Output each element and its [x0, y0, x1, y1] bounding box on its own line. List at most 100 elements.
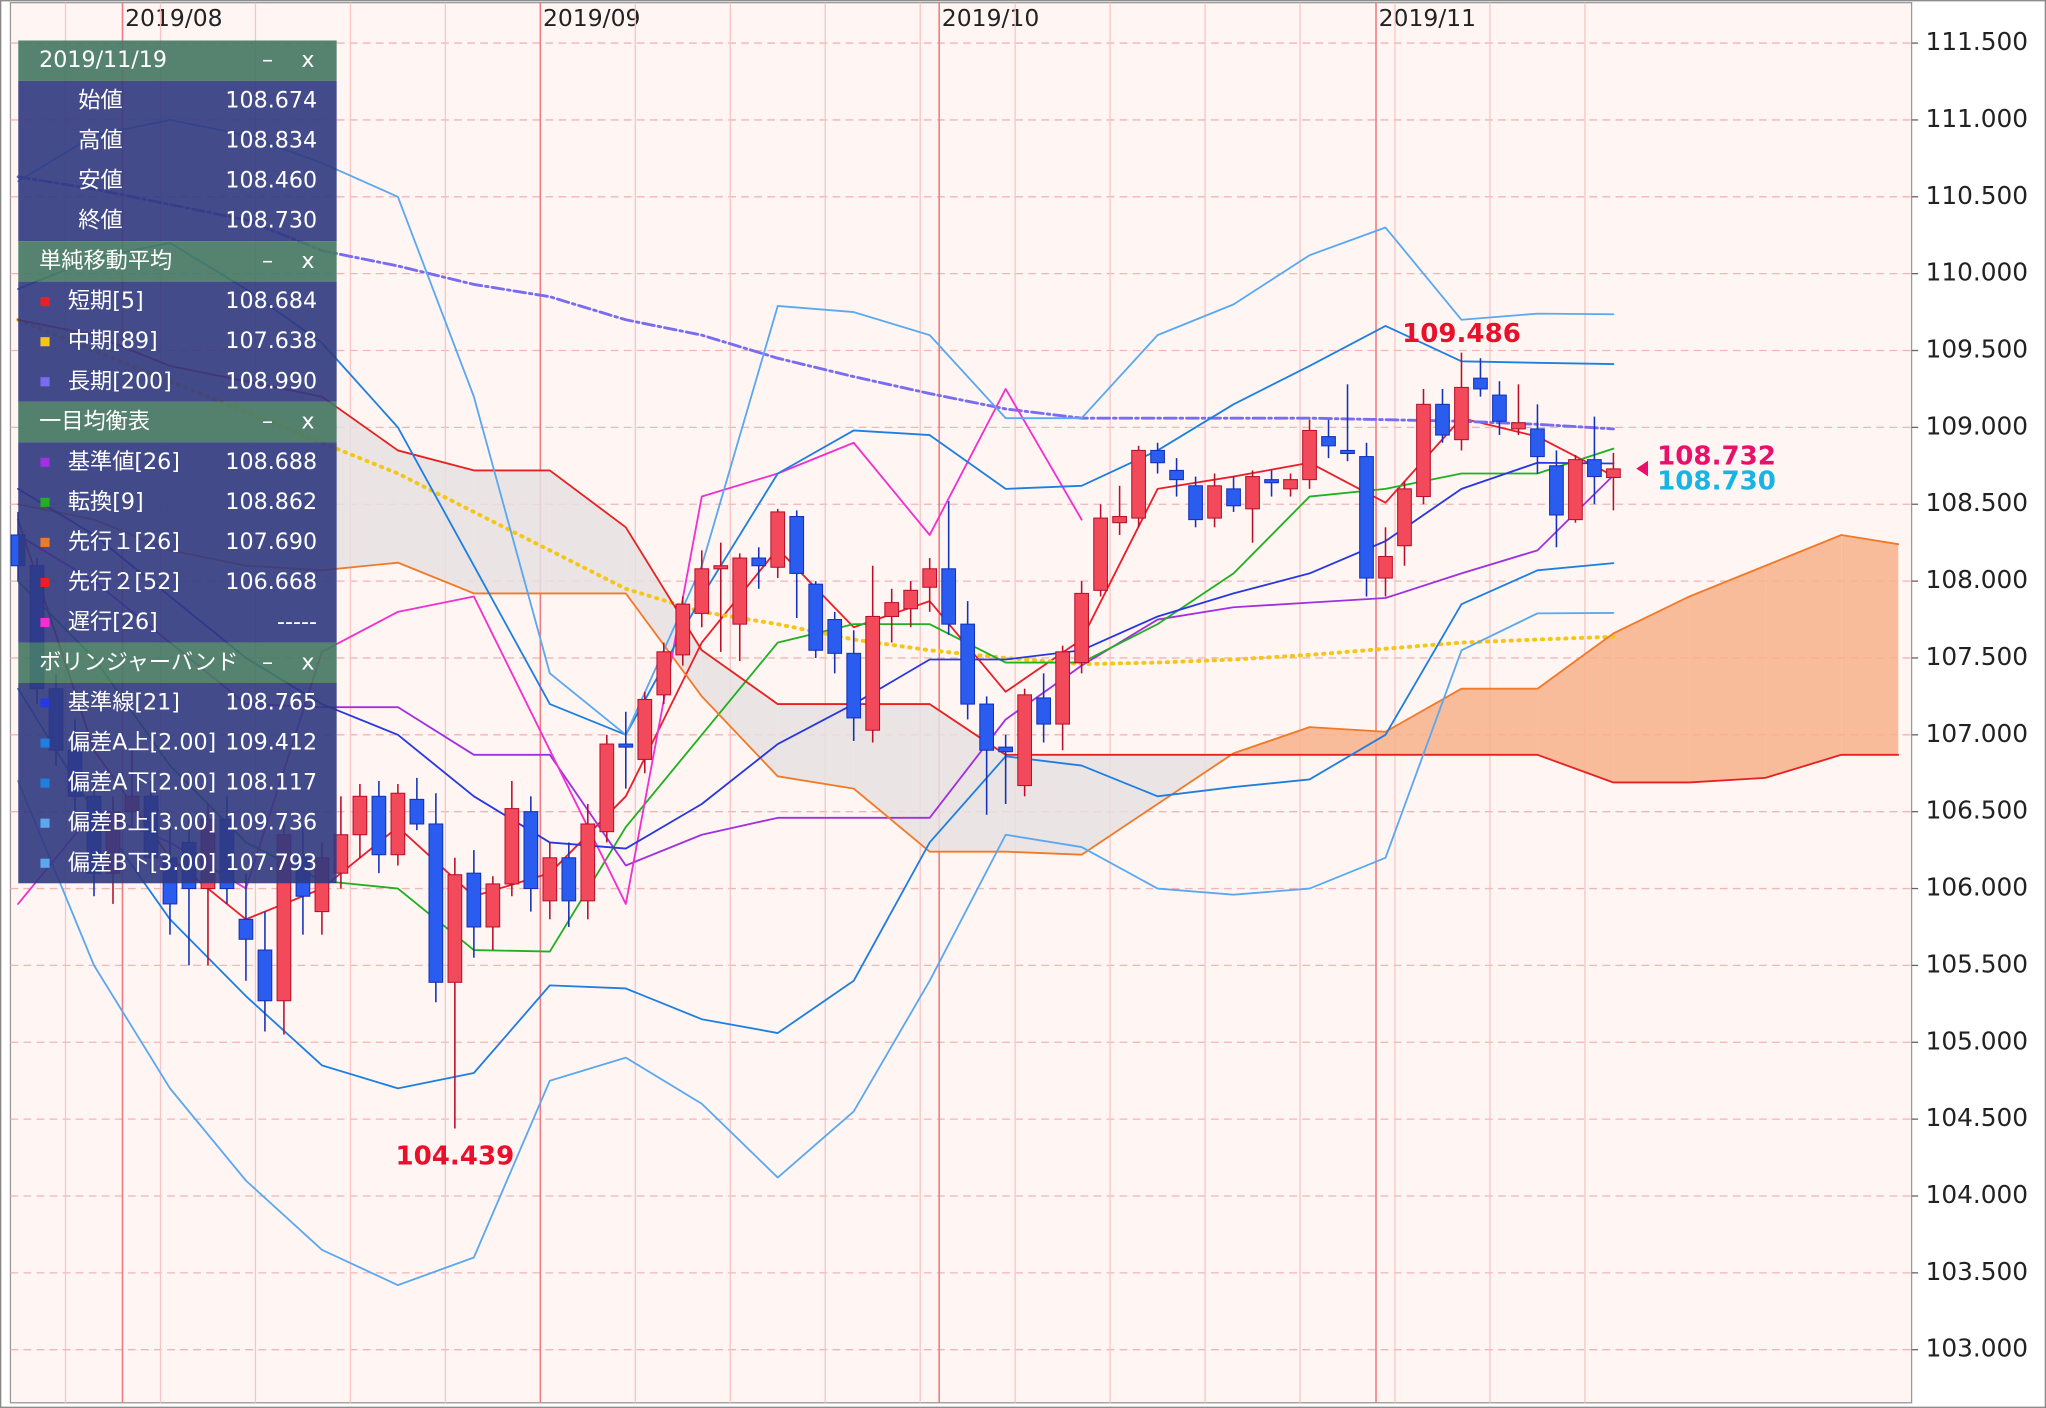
- legend-value: 107.638: [225, 328, 317, 354]
- candle-body: [1207, 485, 1222, 519]
- legend-name: 偏差A上[2.00]: [68, 730, 216, 756]
- panel-close[interactable]: x: [301, 409, 314, 435]
- candle-body: [238, 918, 254, 940]
- candle-body: [580, 823, 596, 902]
- legend-swatch: [40, 577, 50, 588]
- cloud-segment: [397, 450, 474, 594]
- panel-minimize[interactable]: –: [262, 47, 273, 73]
- x-tick-label: 2019/11: [1379, 4, 1477, 32]
- panel-close[interactable]: x: [301, 47, 314, 73]
- price-marker: [1636, 460, 1649, 477]
- candle-body: [1036, 697, 1051, 725]
- y-tick-label: 109.000: [1926, 411, 2028, 440]
- legend-swatch: [40, 457, 50, 467]
- candle-body: [1150, 449, 1165, 464]
- cloud-segment: [1765, 534, 1842, 778]
- panel-header: [18, 401, 337, 443]
- cloud-segment: [1005, 754, 1082, 855]
- legend-swatch: [40, 297, 50, 307]
- cloud-segment: [549, 470, 626, 594]
- candle-body: [1397, 488, 1412, 547]
- info-panel: 2019/11/19 – x 始値 108.674 高値 108.834 安値 108.460 終…: [18, 40, 337, 884]
- y-tick-label: 104.000: [1926, 1180, 2028, 1209]
- legend-name: 偏差A下[2.00]: [68, 770, 216, 796]
- legend-value: 109.412: [225, 730, 317, 756]
- candle-body: [1093, 517, 1108, 591]
- panel-row-value: 108.674: [225, 87, 317, 113]
- candle-body: [1549, 465, 1564, 516]
- y-tick-label: 110.500: [1926, 181, 2028, 210]
- y-tick-label: 111.000: [1926, 104, 2028, 133]
- panel-header-title: 2019/11/19: [39, 47, 167, 73]
- panel-row-label: 始値: [78, 87, 122, 113]
- candle-body: [371, 795, 387, 856]
- candle-body: [1530, 428, 1545, 458]
- panel-header-title: 単純移動平均: [39, 248, 172, 274]
- panel-minimize[interactable]: –: [262, 248, 273, 274]
- candle-body: [694, 568, 710, 614]
- candle-body: [1131, 449, 1146, 519]
- cloud-segment: [777, 704, 854, 789]
- legend-value: 108.117: [225, 770, 317, 796]
- candle-body: [770, 511, 786, 568]
- panel-close[interactable]: x: [301, 248, 314, 274]
- legend-name: 長期[200]: [68, 368, 172, 394]
- panel-header-title: 一目均衡表: [39, 409, 150, 435]
- panel-row-value: 108.460: [225, 168, 317, 194]
- legend-name: 遅行[26]: [68, 609, 158, 635]
- cloud-segment: [701, 650, 778, 777]
- panel-header-title: ボリンジャーバンド: [39, 649, 238, 675]
- legend-swatch: [40, 497, 50, 507]
- candle-body: [618, 743, 634, 748]
- legend-value: 108.990: [225, 368, 317, 394]
- cloud-segment: [1157, 754, 1232, 804]
- legend-name: 先行１[26]: [68, 529, 180, 555]
- candle-body: [884, 602, 900, 617]
- legend-swatch: [40, 818, 50, 828]
- panel-close[interactable]: x: [301, 649, 314, 675]
- legend-value: 107.690: [225, 529, 317, 555]
- panel-minimize[interactable]: –: [262, 649, 273, 675]
- candle-body: [751, 557, 767, 567]
- price-label: 108.732: [1657, 441, 1776, 471]
- candle-body: [1416, 403, 1431, 498]
- candle-body: [656, 651, 672, 696]
- legend-swatch: [40, 377, 50, 387]
- candle-body: [428, 823, 444, 983]
- indicator-line: [17, 612, 1615, 1287]
- candle-body: [713, 565, 729, 570]
- candle-body: [1359, 456, 1374, 579]
- candle-body: [846, 652, 862, 719]
- price-label: 108.730: [1657, 466, 1776, 496]
- candle-body: [447, 874, 463, 983]
- cloud-segment: [1841, 534, 1899, 755]
- panel-header: [18, 241, 337, 282]
- legend-value: 108.862: [225, 489, 317, 515]
- legend-name: 短期[5]: [68, 288, 144, 314]
- candle-body: [466, 872, 482, 928]
- candle-body: [1511, 422, 1526, 430]
- extreme-label: 109.486: [1402, 319, 1521, 349]
- y-tick-label: 111.500: [1926, 27, 2028, 56]
- candle-body: [998, 746, 1014, 753]
- legend-swatch: [40, 858, 50, 868]
- legend-name: 基準値[26]: [68, 449, 180, 475]
- cloud-segment: [1309, 727, 1386, 755]
- legend-value: 106.668: [225, 569, 317, 595]
- candle-body: [1264, 479, 1279, 484]
- legend-swatch: [40, 537, 50, 547]
- y-tick-label: 104.500: [1926, 1103, 2028, 1132]
- x-tick-label: 2019/09: [543, 4, 641, 32]
- candle-body: [1302, 429, 1317, 481]
- x-tick-label: 2019/10: [942, 4, 1039, 32]
- candle-body: [504, 808, 520, 885]
- cloud-segment: [1689, 565, 1766, 783]
- candle-body: [1378, 555, 1393, 579]
- panel-minimize[interactable]: –: [262, 409, 273, 435]
- panel-row-value: 108.834: [225, 128, 317, 154]
- cloud-segment: [1385, 688, 1462, 755]
